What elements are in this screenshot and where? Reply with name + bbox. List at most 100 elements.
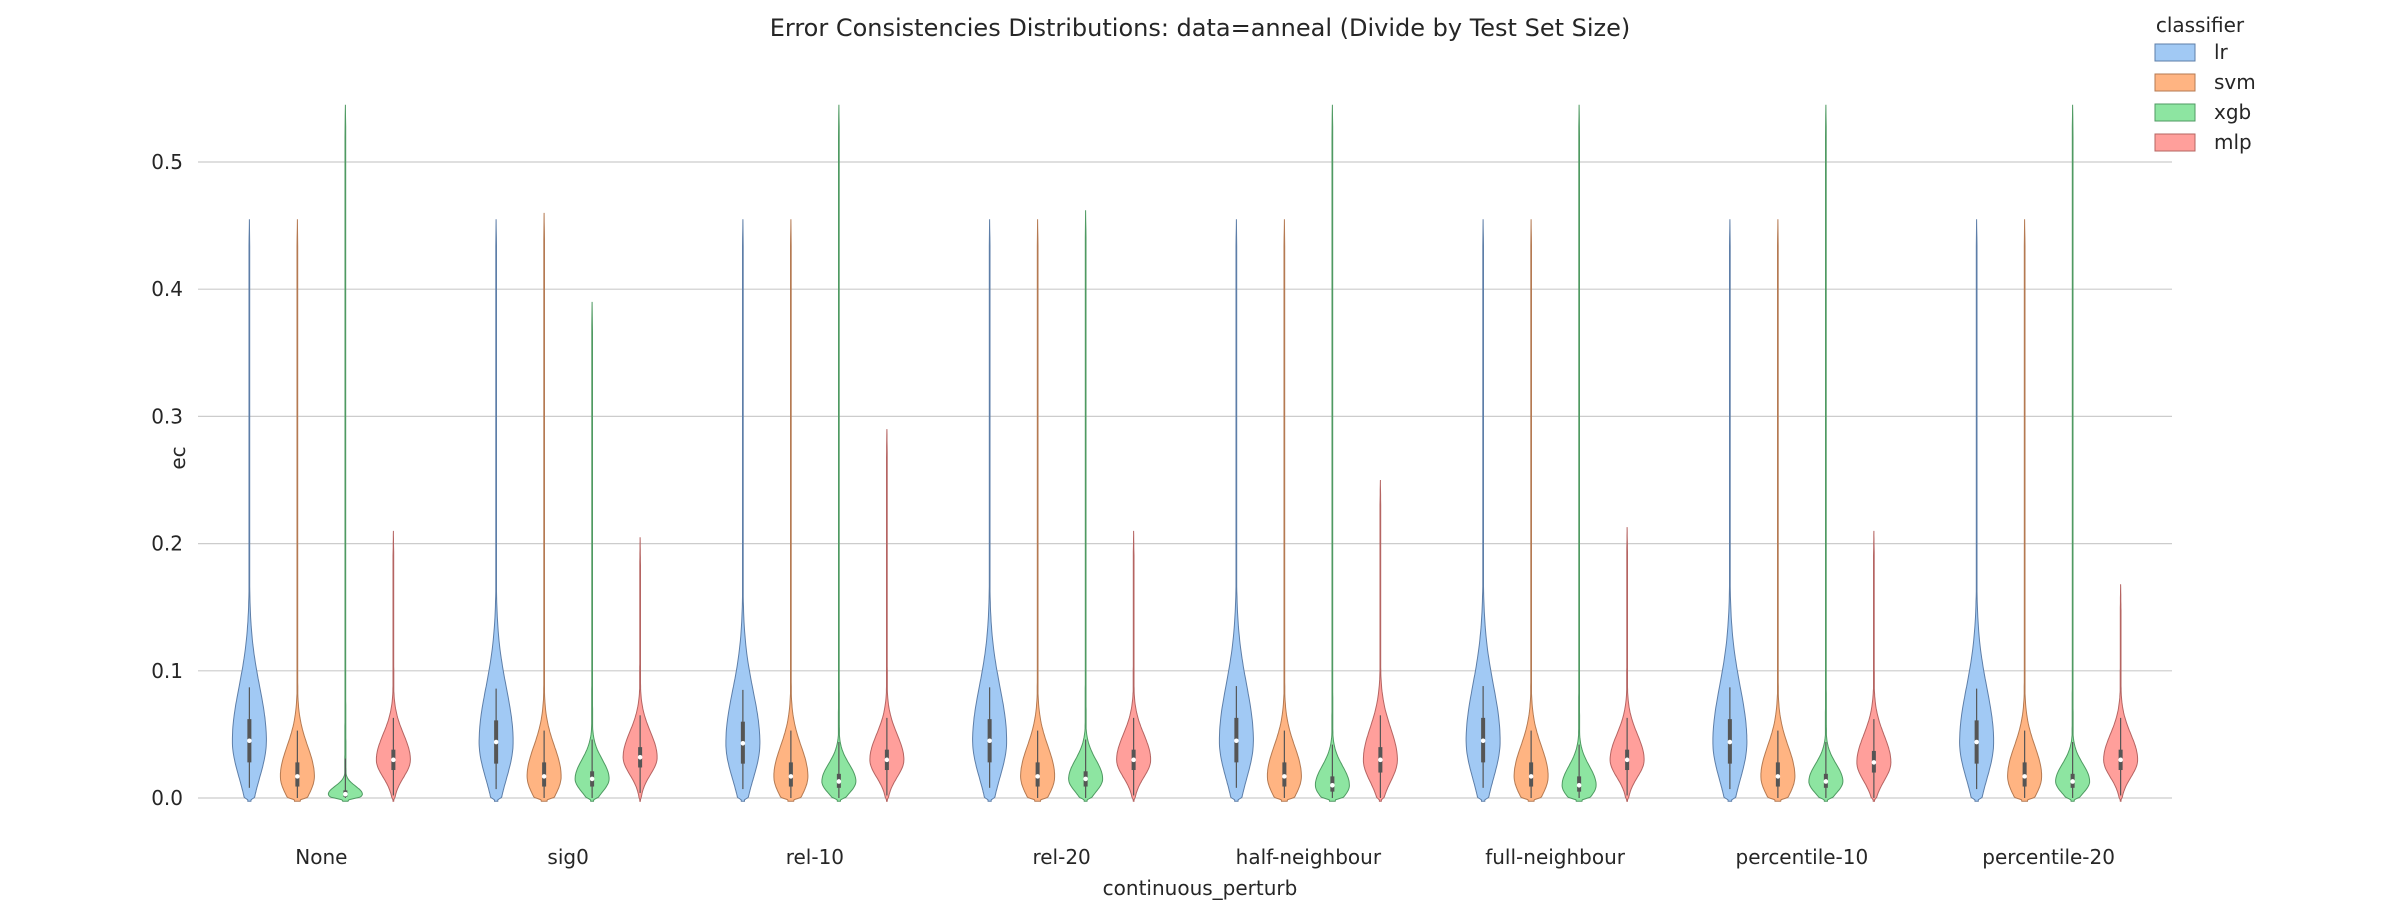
violin-body [1218,219,1254,802]
violin-lr-sig0 [478,219,514,802]
violin-body [1760,219,1796,802]
violin-body [1513,219,1549,802]
violin-median [2118,757,2123,763]
violin-median [343,791,348,797]
violin-median [1035,774,1040,779]
violin-median [1234,738,1239,744]
violin-lr-rel-20 [972,219,1008,802]
legend-item-svm: svm [2154,70,2256,94]
violin-body [1856,530,1892,802]
violin-svm-full-neighbour [1513,219,1549,802]
gridlines [198,161,2172,799]
x-axis-label: continuous_perturb [1103,876,1298,900]
violin-lr-full-neighbour [1465,219,1501,802]
violin-body [1314,104,1350,802]
violin-svm-None [279,219,315,802]
violin-body [1362,479,1398,802]
violin-xgb-sig0 [574,301,610,802]
y-tick-label: 0.5 [151,150,183,174]
violin-svm-sig0 [526,212,562,802]
legend-swatch [2154,43,2196,62]
violin-body [526,212,562,802]
violin-body [821,104,857,802]
y-tick-label: 0.2 [151,532,183,556]
y-tick-label: 0.4 [151,277,183,301]
violin-median [884,757,890,763]
violin-median [589,776,595,782]
x-tick-label: rel-20 [1032,845,1090,869]
violin-median [788,774,794,779]
legend-label: mlp [2214,130,2252,154]
violin-body [1959,219,1995,802]
violins [231,104,2139,802]
violin-median [1775,774,1781,779]
violin-svm-rel-10 [773,219,809,802]
y-tick-label: 0.0 [151,786,183,810]
violin-median [391,757,396,763]
legend-item-xgb: xgb [2154,100,2251,124]
legend-item-lr: lr [2154,40,2229,64]
y-axis-label: ec [166,446,190,469]
violin-median [1083,776,1088,782]
violin-body [1266,219,1302,802]
violin-median [1576,782,1582,788]
violin-lr-percentile-10 [1712,219,1748,802]
violin-median [1528,774,1534,779]
violin-lr-None [231,219,267,802]
violin-median [2022,774,2027,779]
violin-median [1624,757,1630,763]
violin-median [541,774,547,779]
violin-xgb-half-neighbour [1314,104,1350,802]
violin-body [972,219,1008,802]
violin-body [1020,219,1056,802]
violin-body [1116,530,1152,802]
violin-body [622,537,658,802]
y-tick-label: 0.1 [151,659,183,683]
violin-svm-percentile-10 [1760,219,1796,802]
violin-body [1068,210,1104,802]
violin-mlp-rel-20 [1116,530,1152,802]
violin-median [1330,782,1335,788]
violin-mlp-percentile-10 [1856,530,1892,802]
violin-median [637,754,643,760]
violin-median [1727,739,1733,745]
violin-body [231,219,267,802]
legend: classifier lr svm xgb mlp [2154,13,2256,154]
x-tick-label: None [295,845,347,869]
violin-mlp-None [375,530,411,802]
violin-xgb-percentile-20 [2055,104,2091,802]
violin-xgb-None [327,104,363,802]
violin-svm-percentile-20 [2007,219,2043,802]
violin-body [478,219,514,802]
violin-median [987,738,992,744]
violin-body [773,219,809,802]
x-tick-label: percentile-20 [1982,845,2115,869]
violin-median [836,779,842,784]
legend-title: classifier [2156,13,2245,37]
violin-svm-half-neighbour [1266,219,1302,802]
x-tick-label: percentile-10 [1736,845,1869,869]
violin-mlp-half-neighbour [1362,479,1398,802]
legend-swatch [2154,133,2196,152]
violin-mlp-percentile-20 [2103,584,2139,802]
violin-median [1378,757,1383,763]
violin-body [1561,104,1597,802]
violin-body [725,219,761,802]
legend-label: svm [2214,70,2256,94]
x-tick-label: sig0 [547,845,588,869]
violin-body [279,219,315,802]
x-tick-label: half-neighbour [1236,845,1382,869]
violin-median [2070,779,2075,784]
y-axis-ticks: 0.0 0.1 0.2 0.3 0.4 0.5 [151,150,183,810]
violin-mlp-rel-10 [869,429,905,802]
violin-body [2007,219,2043,802]
violin-median [1282,774,1287,779]
violin-median [1131,757,1136,763]
violin-svm-rel-20 [1020,219,1056,802]
violin-body [375,530,411,802]
violin-xgb-percentile-10 [1808,104,1844,802]
violin-median [295,774,300,779]
violin-body [1808,104,1844,802]
legend-item-mlp: mlp [2154,130,2252,154]
